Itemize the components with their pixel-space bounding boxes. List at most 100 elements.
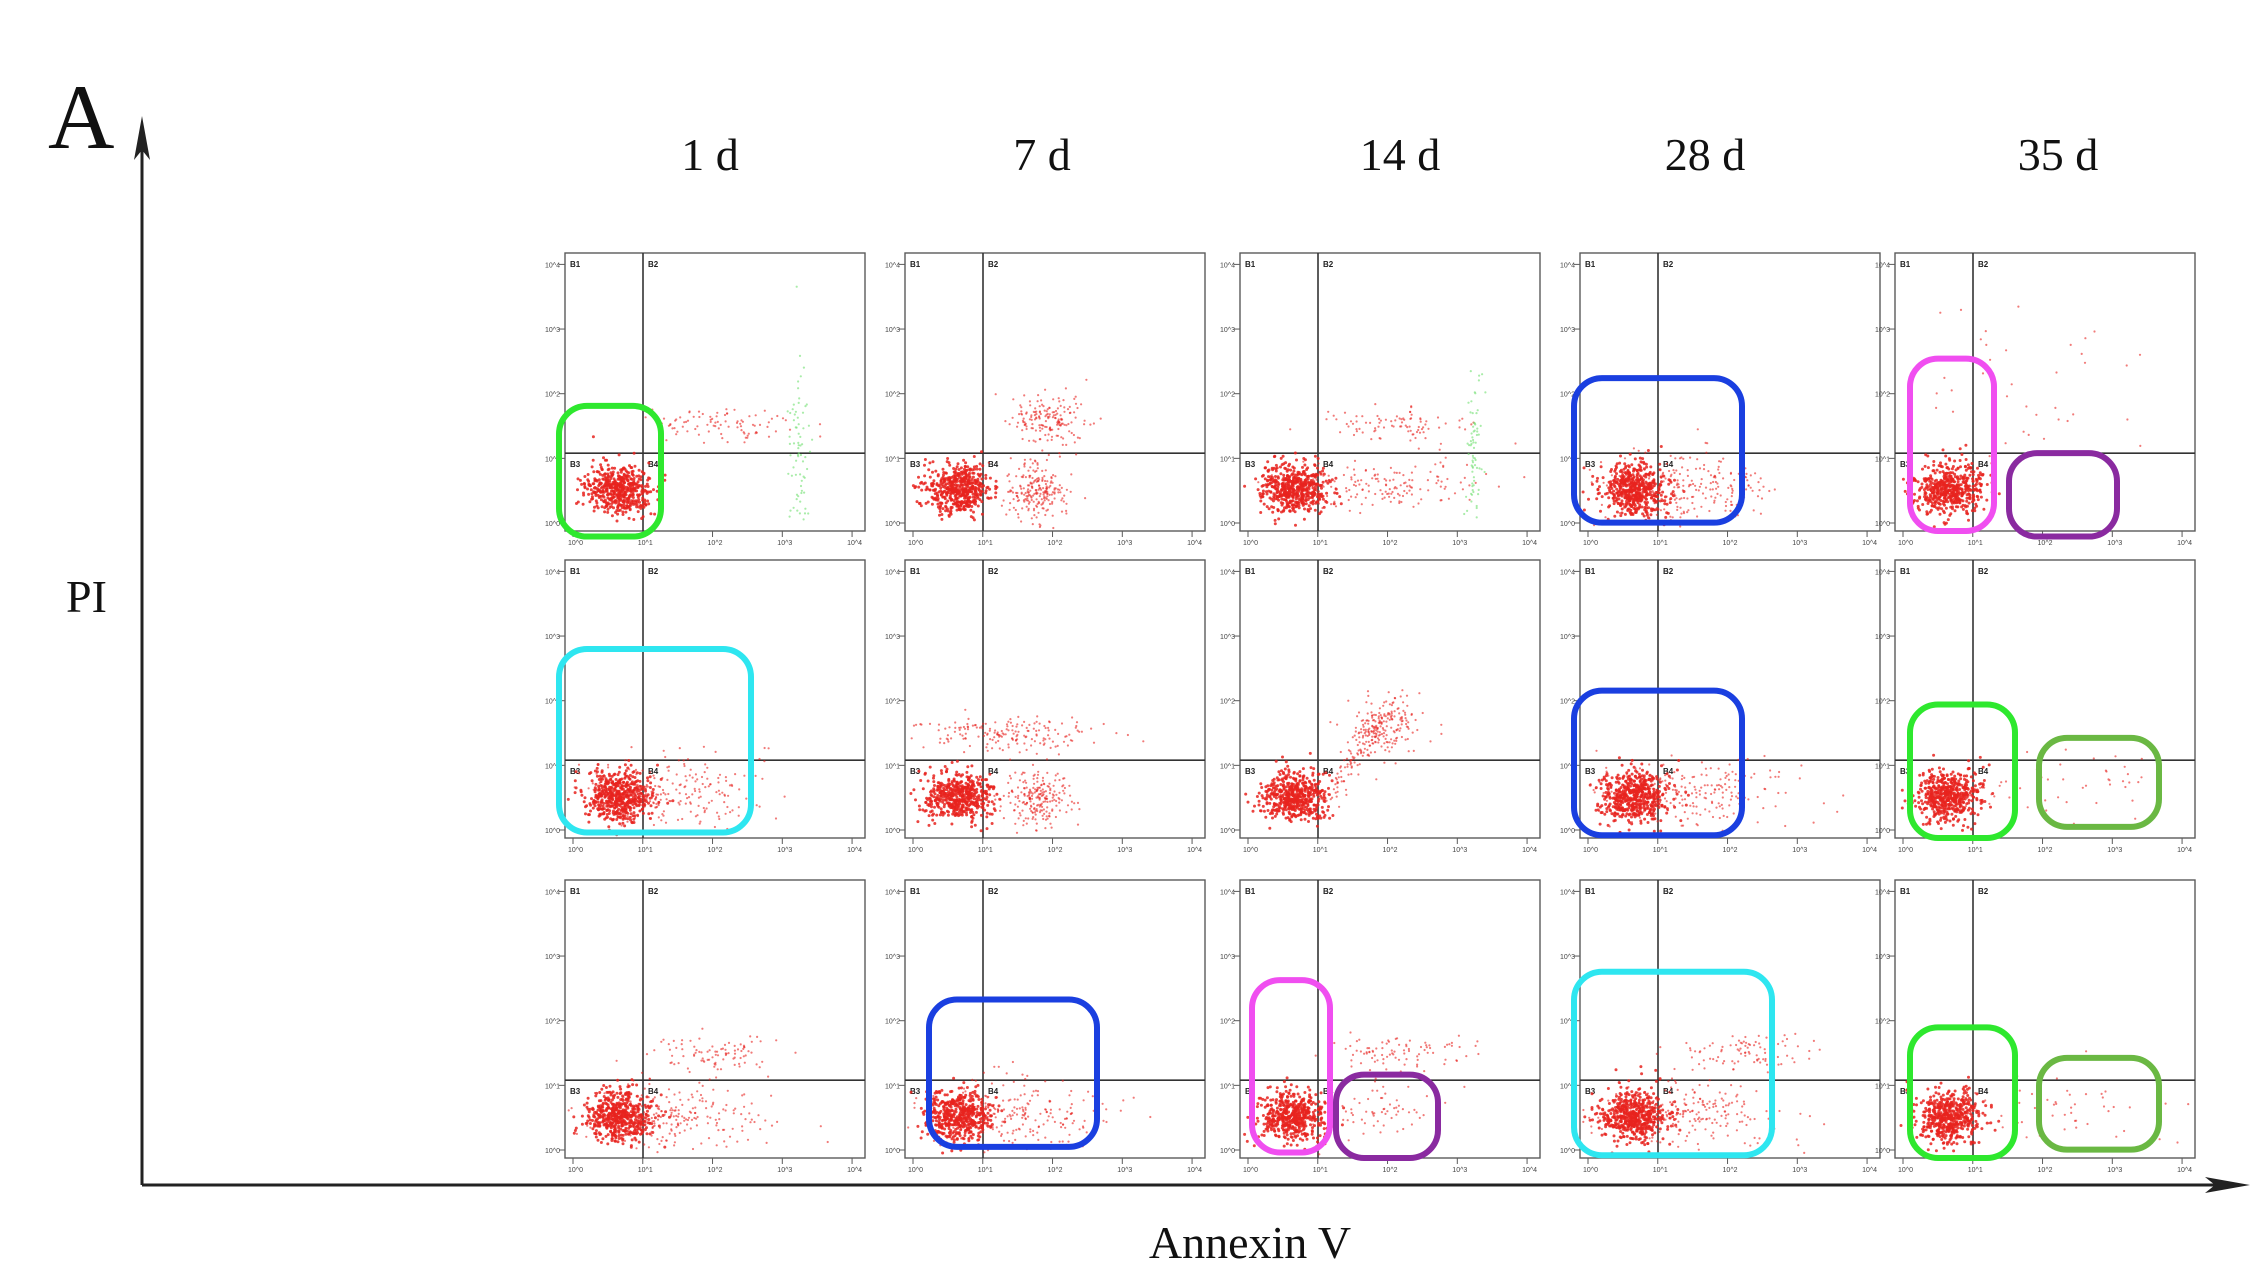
point bbox=[955, 465, 959, 469]
point bbox=[1749, 474, 1752, 477]
point bbox=[1044, 491, 1047, 494]
point bbox=[1666, 511, 1670, 515]
point bbox=[1639, 478, 1643, 481]
point bbox=[617, 453, 621, 457]
point bbox=[614, 510, 618, 514]
point bbox=[1427, 427, 1430, 430]
point bbox=[1293, 451, 1297, 455]
point bbox=[758, 757, 761, 761]
point bbox=[1644, 486, 1648, 490]
point bbox=[1316, 457, 1320, 460]
point bbox=[1602, 481, 1605, 484]
point bbox=[1294, 497, 1298, 501]
point bbox=[1752, 509, 1755, 512]
point bbox=[1384, 418, 1387, 421]
point bbox=[1470, 500, 1473, 503]
point bbox=[647, 812, 651, 816]
point bbox=[716, 811, 719, 814]
point bbox=[578, 772, 581, 775]
point bbox=[1595, 497, 1599, 501]
point bbox=[656, 763, 659, 767]
point bbox=[1006, 474, 1009, 477]
point bbox=[1038, 405, 1041, 408]
point bbox=[596, 800, 600, 804]
point bbox=[1702, 468, 1706, 471]
point bbox=[1012, 398, 1015, 401]
point bbox=[1399, 484, 1402, 487]
quadrant-label-b3: B3 bbox=[570, 460, 581, 469]
point bbox=[1700, 482, 1703, 485]
point bbox=[1410, 493, 1413, 496]
point bbox=[948, 476, 952, 480]
point bbox=[1351, 422, 1355, 425]
point bbox=[1477, 433, 1480, 436]
point bbox=[792, 403, 795, 406]
point bbox=[1969, 466, 1973, 470]
point bbox=[1470, 493, 1474, 496]
point bbox=[626, 479, 630, 483]
point bbox=[1599, 509, 1602, 513]
point bbox=[1327, 474, 1330, 477]
point bbox=[1648, 475, 1651, 478]
point bbox=[931, 496, 935, 500]
point bbox=[977, 486, 981, 490]
point bbox=[681, 817, 684, 821]
point bbox=[1410, 413, 1413, 416]
point bbox=[1040, 399, 1043, 402]
point bbox=[928, 461, 932, 465]
point bbox=[1469, 440, 1472, 443]
point bbox=[1613, 514, 1617, 518]
point bbox=[1038, 424, 1041, 427]
point bbox=[1292, 469, 1296, 473]
point bbox=[625, 810, 629, 814]
y-tick-label: 10^0 bbox=[1220, 521, 1235, 528]
point bbox=[599, 463, 603, 467]
point bbox=[1923, 490, 1927, 494]
point bbox=[617, 503, 621, 507]
point bbox=[1962, 481, 1966, 484]
point bbox=[784, 419, 787, 422]
point bbox=[631, 473, 635, 477]
point bbox=[1017, 513, 1020, 516]
point bbox=[1011, 486, 1014, 489]
point bbox=[1398, 471, 1401, 474]
point bbox=[1669, 480, 1673, 484]
point bbox=[1004, 420, 1007, 423]
point bbox=[938, 513, 941, 517]
point bbox=[1658, 491, 1661, 494]
point bbox=[1689, 456, 1692, 459]
point bbox=[1665, 462, 1668, 465]
point bbox=[627, 776, 631, 779]
point bbox=[1354, 496, 1357, 499]
point bbox=[1073, 411, 1076, 414]
point bbox=[1938, 470, 1942, 474]
point bbox=[634, 768, 638, 772]
point bbox=[1009, 457, 1012, 460]
point bbox=[628, 801, 632, 805]
point bbox=[1956, 476, 1959, 480]
point bbox=[955, 503, 959, 507]
point bbox=[1394, 419, 1397, 422]
point bbox=[1658, 499, 1662, 503]
point bbox=[717, 427, 720, 430]
point bbox=[600, 467, 604, 471]
quadrant-label-b2: B2 bbox=[1323, 260, 1334, 269]
point bbox=[1392, 478, 1395, 481]
point bbox=[1967, 501, 1971, 505]
point bbox=[1679, 525, 1682, 528]
point bbox=[1350, 495, 1353, 498]
point bbox=[959, 466, 963, 470]
point bbox=[1680, 512, 1683, 515]
point bbox=[758, 423, 762, 426]
point bbox=[1623, 462, 1627, 466]
point bbox=[987, 800, 991, 804]
point bbox=[1635, 491, 1639, 495]
point bbox=[1412, 505, 1415, 508]
point bbox=[720, 432, 723, 436]
point bbox=[1975, 488, 1979, 492]
point bbox=[1691, 501, 1694, 505]
point bbox=[1422, 426, 1425, 429]
point bbox=[942, 471, 946, 474]
point bbox=[586, 478, 590, 482]
point bbox=[1676, 505, 1679, 508]
